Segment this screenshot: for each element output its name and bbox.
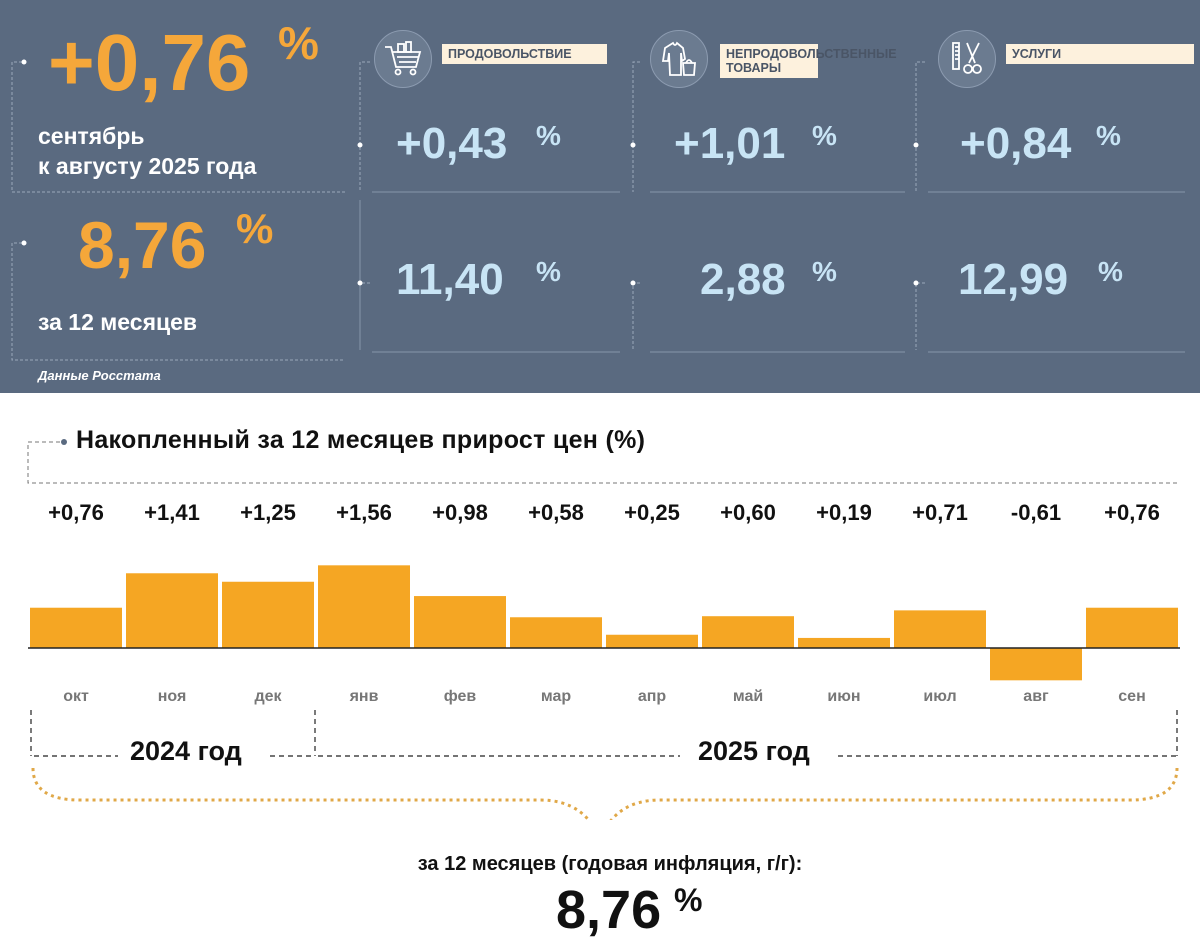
bar-июл [894,610,986,648]
bar-фев [414,596,506,648]
summary-panel: +0,76 % сентябрь к августу 2025 года 8,7… [0,0,1200,393]
panel-dividers [11,59,1185,361]
data-label-окт: +0,76 [48,500,104,525]
data-label-ноя: +1,41 [144,500,200,525]
month-label-мар: мар [540,688,572,705]
bar-мар [510,617,602,648]
footer-value: 8,76 [556,880,662,940]
month-label-фев: фев [443,688,477,705]
month-label-сен: сен [1118,688,1146,705]
data-label-янв: +1,56 [336,500,392,525]
data-label-май: +0,60 [720,500,776,525]
bar-дек [222,581,314,648]
category-services-annual: 12,99 [958,255,1069,304]
monthly-caption-line2: к августу 2025 года [38,153,257,179]
category-services-annual-pct: % [1098,256,1123,287]
category-services-monthly: +0,84 [960,119,1072,168]
month-label-дек: дек [254,688,282,705]
bar-янв [318,565,410,648]
data-label-авг: -0,61 [1010,500,1062,525]
data-label-июн: +0,19 [816,500,872,525]
barber-tools-icon [938,30,996,88]
month-label-июн: июн [827,688,861,705]
annual-total-pct: % [236,205,274,252]
category-services-monthly-pct: % [1096,120,1121,151]
bar-апр [606,634,698,648]
category-nonfood-monthly-pct: % [812,120,837,151]
month-label-янв: янв [349,688,379,705]
month-label-авг: авг [1023,688,1049,705]
data-label-фев: +0,98 [432,500,488,525]
bar-ноя [126,573,218,648]
month-label-май: май [732,688,764,705]
category-food-monthly-pct: % [536,120,561,151]
data-label-мар: +0,58 [528,500,584,525]
data-label-апр: +0,25 [624,500,680,525]
shopping-cart-icon [374,30,432,88]
group-2024-label: 2024 год [130,736,242,766]
month-label-июл: июл [923,688,957,705]
category-food-monthly: +0,43 [396,119,508,168]
category-food-label: ПРОДОВОЛЬСТВИЕ [442,44,607,64]
category-food-annual-pct: % [536,256,561,287]
category-nonfood-annual-pct: % [812,256,837,287]
footer-caption: за 12 месяцев (годовая инфляция, г/г): [417,853,803,875]
monthly-total-pct: % [278,17,319,69]
category-nonfood-annual: 2,88 [700,255,786,304]
group-2025-label: 2025 год [698,736,810,766]
bar-июн [798,637,890,648]
bar-сен [1086,607,1178,648]
month-label-апр: апр [637,688,667,705]
category-food-annual: 11,40 [396,255,504,304]
annual-caption: за 12 месяцев [38,309,198,335]
year-brackets [30,710,1179,820]
category-services-label: УСЛУГИ [1006,44,1194,64]
chart-title: Накопленный за 12 месяцев прирост цен (%… [76,426,646,454]
bar-окт [30,607,122,648]
source-note: Данные Росстата [38,368,161,383]
bar-май [702,616,794,648]
footer-pct: % [674,882,703,918]
month-label-ноя: ноя [157,688,187,705]
monthly-total-value: +0,76 [48,18,251,107]
monthly-caption-line1: сентябрь [38,123,145,149]
annual-total-value: 8,76 [78,208,207,282]
month-label-окт: окт [63,688,89,705]
data-label-дек: +1,25 [240,500,296,525]
category-nonfood-monthly: +1,01 [674,119,786,168]
data-label-сен: +0,76 [1104,500,1160,525]
clothing-icon [650,30,708,88]
chart-decorations [27,439,1180,484]
category-nonfood-label-line2: ТОВАРЫ [726,61,782,75]
bar-авг [990,648,1082,681]
data-label-июл: +0,71 [912,500,968,525]
